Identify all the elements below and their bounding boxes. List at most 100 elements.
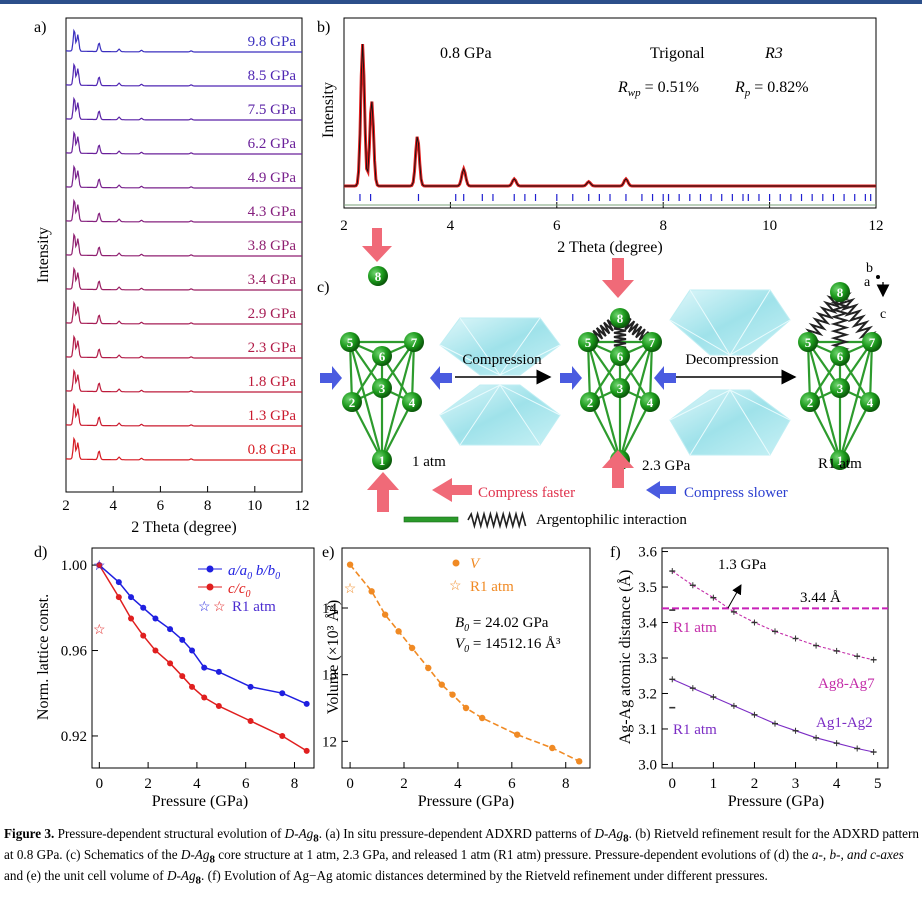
atom-label-7: 7 (411, 335, 418, 350)
panel-e-ylabel: Volume (×10³ Å³) (324, 600, 342, 714)
atom-6 (372, 346, 392, 366)
a-xtick-label: 6 (157, 498, 165, 514)
axis-b-label: b (866, 261, 873, 276)
panel-e-plot: ☆ (344, 561, 583, 765)
atom-7 (862, 332, 882, 352)
legend-r1-star: ☆ (449, 579, 462, 594)
legend-e-r1-label: R1 atm (470, 579, 514, 595)
diamond-anvil-left (439, 317, 561, 446)
bond (351, 401, 383, 461)
atom-5 (798, 332, 818, 352)
xrd-trace-label: 4.9 GPa (248, 170, 297, 186)
data-point (115, 594, 122, 601)
data-point (215, 668, 222, 675)
data-point (425, 664, 432, 672)
xrd-trace-label: 2.3 GPa (248, 340, 297, 356)
data-point (303, 700, 310, 707)
legend-v-label: V (470, 556, 481, 572)
panel-f-ylabel: Ag-Ag atomic distance (Å) (616, 570, 634, 745)
a-xtick-label: 4 (109, 498, 117, 514)
data-point (395, 628, 402, 635)
panel-d-ylabel: Norm. lattice const. (35, 594, 52, 720)
legend-interaction-label: Argentophilic interaction (536, 512, 687, 528)
panel-e-xlabel: Pressure (GPa) (418, 793, 514, 810)
panel-e-label: e) (322, 544, 334, 561)
compress-slower-arrow (646, 481, 676, 499)
bond (586, 341, 592, 403)
xrd-trace (66, 266, 302, 291)
xrd-trace (66, 436, 302, 461)
data-point (189, 647, 196, 654)
xrd-trace (66, 62, 302, 87)
bond (586, 341, 622, 461)
panel-d-frame (91, 547, 315, 769)
xtick-label: 2 (400, 776, 408, 792)
atom-3 (372, 378, 392, 398)
xtick-label: 3 (792, 776, 800, 792)
b-xtick-label: 12 (869, 218, 884, 234)
panel-b: b) Intensity 2 Theta (degree) 0.8 GPa Tr… (317, 17, 884, 256)
data-point (115, 579, 122, 586)
atom-2 (580, 392, 600, 412)
atom-label-1: 1 (837, 453, 844, 468)
legend-bond-swatch (403, 516, 459, 523)
atom-5 (578, 332, 598, 352)
data-point (368, 588, 375, 595)
atom-8-detached (368, 266, 388, 286)
atom-2 (800, 392, 820, 412)
state-1-label: 1 atm (412, 454, 446, 470)
xtick-label: 8 (562, 776, 570, 792)
compress-slower-label: Compress slower (684, 485, 788, 501)
legend-ab-label: a/a0 b/b0 (228, 563, 280, 582)
atom-label-6: 6 (837, 349, 844, 364)
panel-c-label: c) (317, 279, 329, 296)
data-point (408, 644, 416, 652)
panel-f-xlabel: Pressure (GPa) (728, 793, 824, 810)
xrd-trace-label: 6.2 GPa (248, 136, 297, 152)
xrd-trace-label: 7.5 GPa (248, 102, 297, 118)
bond (648, 341, 654, 403)
panel-b-pressure: 0.8 GPa (440, 45, 492, 62)
legend-r1-label: R1 atm (232, 599, 276, 615)
atom-5 (340, 332, 360, 352)
panel-d: d) Norm. lattice const. Pressure (GPa) 0… (34, 544, 315, 810)
atom-4 (860, 392, 880, 412)
state-2-label: 2.3 GPa (642, 458, 691, 474)
atom-4 (640, 392, 660, 412)
atom-7 (642, 332, 662, 352)
data-point (279, 732, 286, 739)
axis-a-label: a (864, 275, 871, 290)
panel-e-axes: 0 2 4 6 8 14 13 12 (322, 601, 569, 792)
bond (410, 341, 416, 403)
bond (381, 401, 413, 461)
compression-label: Compression (462, 352, 542, 368)
ytick-label: 3.4 (638, 616, 657, 632)
data-point (201, 664, 208, 671)
ytick-label: 3.6 (638, 545, 657, 561)
xrd-trace-label: 8.5 GPa (248, 68, 297, 84)
ytick-label: 12 (322, 734, 337, 750)
atom-label-2: 2 (349, 395, 356, 410)
bond (839, 401, 871, 461)
b-xtick-label: 2 (340, 218, 348, 234)
pink-arrow-top-2 (602, 258, 634, 298)
atom-label-5: 5 (585, 335, 592, 350)
xtick-label: 2 (751, 776, 759, 792)
panel-b-label: b) (317, 19, 330, 36)
data-point (215, 703, 222, 710)
data-point (576, 758, 583, 765)
atom-label-7: 7 (649, 335, 656, 350)
state-3-label: R1 atm (818, 456, 862, 472)
xrd-trace (66, 300, 302, 325)
b-xtick-label: 10 (762, 218, 777, 234)
xrd-trace-label: 2.9 GPa (248, 306, 297, 322)
xrd-trace (66, 96, 302, 121)
xrd-trace (66, 402, 302, 427)
panel-b-system: Trigonal (650, 45, 705, 62)
ytick-label: 0.96 (61, 644, 88, 660)
observed-pattern (344, 43, 876, 188)
xtick-label: 0 (96, 776, 104, 792)
legend-c-label: c/c0 (228, 581, 250, 600)
panel-d-axes: 0 2 4 6 8 1.00 0.96 0.92 (61, 558, 298, 792)
v0-text: V0 = 14512.16 Å³ (455, 636, 561, 655)
